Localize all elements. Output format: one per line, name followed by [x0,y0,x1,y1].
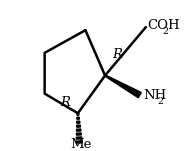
Polygon shape [76,141,82,143]
Polygon shape [77,117,79,119]
Text: R: R [113,48,123,61]
Text: R: R [60,96,70,109]
Text: H: H [167,19,179,32]
Polygon shape [76,129,81,131]
Text: CO: CO [147,19,168,32]
Polygon shape [77,113,79,115]
Polygon shape [105,75,141,98]
Polygon shape [76,133,81,135]
Text: 2: 2 [158,97,164,106]
Text: 2: 2 [162,27,168,36]
Polygon shape [76,137,82,139]
Polygon shape [77,121,80,123]
Polygon shape [77,125,80,127]
Text: NH: NH [143,89,166,102]
Text: Me: Me [70,138,92,151]
